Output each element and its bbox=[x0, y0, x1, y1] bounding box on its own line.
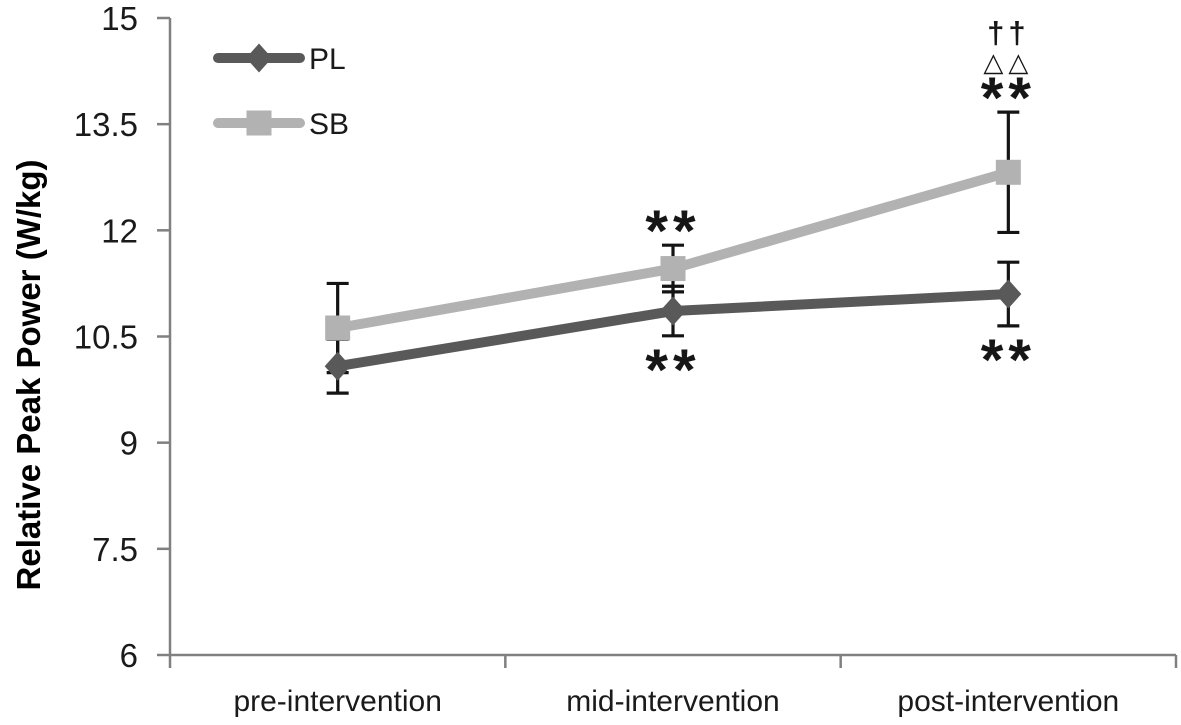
data-markers bbox=[324, 159, 1022, 381]
data-point-PL-1 bbox=[660, 296, 686, 326]
y-tick-label: 7.5 bbox=[92, 531, 138, 568]
y-tick-label: 12 bbox=[101, 212, 138, 249]
legend-marker-SB bbox=[246, 110, 272, 136]
data-point-SB-2 bbox=[995, 159, 1021, 185]
asterisk-annotation: ** bbox=[645, 199, 700, 264]
x-category-label: post-intervention bbox=[897, 685, 1119, 718]
y-tick-label: 15 bbox=[101, 0, 138, 37]
data-point-PL-2 bbox=[995, 279, 1022, 309]
legend-label-PL: PL bbox=[309, 43, 346, 76]
y-tick-label: 9 bbox=[120, 425, 138, 462]
x-category-label: mid-intervention bbox=[566, 685, 779, 718]
y-tick-label: 13.5 bbox=[74, 106, 138, 143]
y-axis-title: Relative Peak Power (W/kg) bbox=[10, 160, 47, 591]
y-tick-label: 6 bbox=[120, 637, 138, 674]
data-point-SB-1 bbox=[660, 256, 686, 282]
significance-annotations: ******△△††** bbox=[645, 15, 1036, 403]
legend: PL SB bbox=[213, 43, 349, 141]
legend-label-SB: SB bbox=[309, 108, 349, 141]
axes: 15 13.5 12 10.5 9 7.5 6 pre-intervention mid-int… bbox=[74, 0, 1178, 718]
asterisk-annotation: ** bbox=[981, 66, 1036, 131]
legend-item-PL: PL bbox=[213, 43, 346, 76]
y-tick-label: 10.5 bbox=[74, 319, 138, 356]
x-category-label: pre-intervention bbox=[233, 685, 441, 718]
dagger-annotation: †† bbox=[987, 15, 1029, 50]
legend-marker-PL bbox=[246, 43, 272, 73]
data-point-SB-0 bbox=[325, 315, 351, 341]
triangle-annotation: △△ bbox=[983, 47, 1033, 77]
asterisk-annotation: ** bbox=[645, 338, 700, 403]
asterisk-annotation: ** bbox=[981, 328, 1036, 393]
legend-item-SB: SB bbox=[213, 108, 349, 141]
data-point-PL-0 bbox=[324, 351, 351, 381]
